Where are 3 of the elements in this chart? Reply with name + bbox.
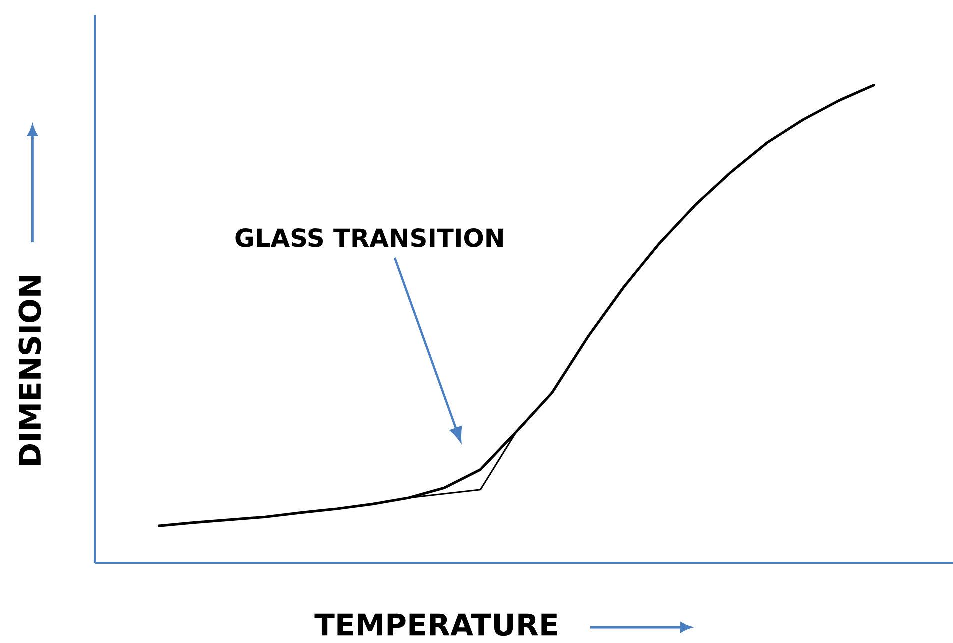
x-axis-title: TEMPERATURE	[314, 614, 558, 636]
y-axis-title: DIMENSION	[18, 276, 42, 465]
annotation: GLASS TRANSITION	[236, 228, 503, 248]
